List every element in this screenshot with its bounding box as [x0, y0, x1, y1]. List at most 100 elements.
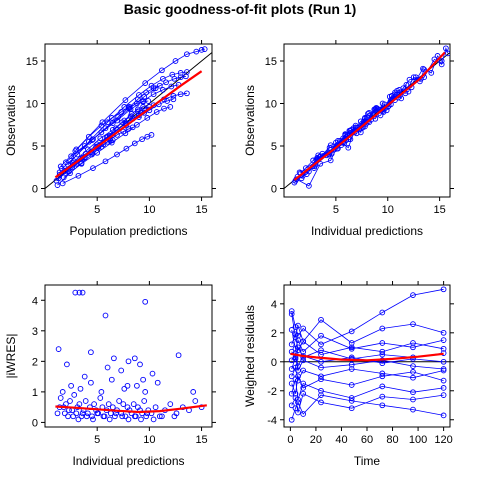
data-point: [134, 100, 140, 107]
y-tick-label: 5: [32, 141, 38, 153]
y-tick-label: 15: [265, 56, 277, 68]
data-point: [121, 385, 128, 392]
data-point: [440, 337, 447, 343]
smooth-line: [54, 70, 203, 179]
data-point: [136, 92, 142, 98]
data-point: [97, 395, 104, 401]
series-line: [291, 329, 444, 353]
data-point: [410, 369, 416, 375]
data-point: [153, 109, 160, 115]
data-point: [431, 56, 438, 63]
data-point: [379, 360, 386, 367]
data-point: [61, 410, 68, 417]
y-tick-label: -2: [267, 386, 277, 398]
data-point: [184, 51, 190, 58]
data-point: [156, 82, 163, 89]
data-point: [348, 344, 355, 351]
data-point: [410, 321, 416, 327]
data-point: [379, 373, 386, 380]
series-line: [291, 371, 444, 394]
data-point: [327, 157, 334, 164]
y-axis-label: Observations: [4, 85, 18, 156]
data-point: [172, 58, 179, 64]
data-point: [64, 361, 70, 368]
data-point: [443, 45, 449, 52]
data-point: [438, 58, 445, 64]
data-point: [292, 376, 299, 383]
data-point: [306, 183, 312, 189]
data-point: [434, 53, 441, 59]
data-point: [57, 163, 64, 170]
data-point: [71, 392, 78, 398]
data-point: [379, 325, 386, 332]
data-point: [79, 410, 86, 417]
data-point: [73, 146, 80, 153]
data-point: [141, 398, 148, 404]
data-point: [379, 402, 386, 409]
y-tick-label: 0: [32, 184, 38, 196]
panel-time-wres: 0 20 40 60 80 100 120 -4 -2 0 2 4 Time Weighted resid…: [243, 281, 454, 468]
series-line: [291, 393, 444, 413]
data-point: [170, 93, 177, 99]
data-point: [111, 355, 117, 362]
data-point: [167, 401, 174, 407]
series-line: [291, 313, 444, 344]
data-point: [99, 119, 106, 126]
data-point: [163, 79, 169, 86]
data-point: [295, 344, 301, 351]
data-point: [348, 361, 355, 368]
data-point: [126, 105, 133, 112]
series-line: [291, 288, 444, 345]
data-point: [150, 91, 157, 98]
smooth-line: [293, 51, 446, 181]
data-point: [125, 358, 132, 365]
plot-area: [54, 289, 207, 423]
data-point: [348, 328, 355, 335]
data-point: [152, 85, 159, 92]
series-line: [291, 351, 444, 368]
data-point: [193, 48, 200, 55]
data-point: [89, 137, 95, 143]
data-point: [114, 151, 120, 158]
data-point: [410, 389, 416, 396]
data-point: [70, 413, 77, 420]
y-tick-label: 2: [32, 356, 38, 368]
data-point: [318, 358, 324, 365]
data-point: [148, 82, 155, 89]
data-point: [373, 105, 380, 112]
data-point: [440, 412, 447, 419]
data-point: [171, 75, 178, 82]
data-point: [300, 325, 307, 332]
data-point: [156, 413, 163, 420]
data-point: [295, 322, 301, 329]
data-point: [317, 160, 324, 167]
data-point: [135, 106, 141, 113]
data-point: [149, 370, 156, 377]
data-point: [73, 410, 80, 417]
series-line: [291, 379, 444, 400]
plot-frame: [44, 284, 213, 428]
x-tick-label: 5: [94, 204, 100, 216]
data-point: [394, 87, 400, 94]
y-axis-label: Observations: [243, 85, 257, 156]
data-point: [134, 121, 140, 128]
data-point: [410, 396, 416, 403]
data-point: [57, 395, 64, 401]
data-point: [120, 401, 127, 407]
data-point: [379, 393, 386, 400]
data-point: [410, 344, 416, 351]
data-point: [428, 70, 435, 76]
data-point: [440, 286, 447, 293]
y-tick-label: 3: [32, 326, 38, 338]
data-point: [410, 374, 416, 381]
plot-area: [284, 45, 450, 190]
y-tick-label: 2: [271, 328, 277, 340]
data-point: [300, 390, 307, 397]
plot-area: [45, 46, 212, 190]
data-point: [177, 91, 184, 98]
data-point: [295, 399, 301, 406]
data-point: [348, 366, 355, 372]
data-point: [108, 139, 115, 146]
data-point: [139, 136, 145, 143]
data-point: [420, 65, 426, 72]
